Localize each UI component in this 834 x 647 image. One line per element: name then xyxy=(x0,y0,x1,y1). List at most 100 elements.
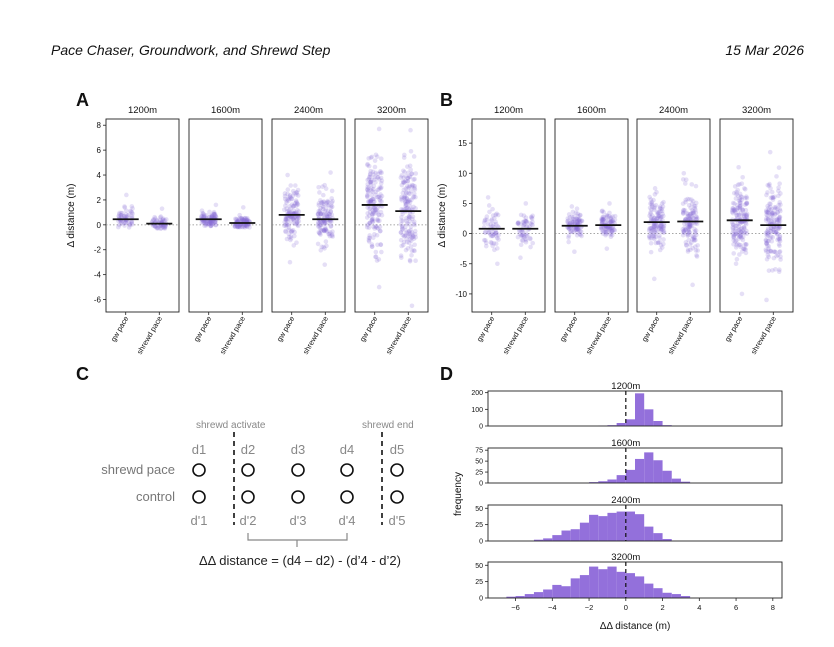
data-point-B-2-1-6 xyxy=(685,223,691,228)
data-point-A-3-1-6 xyxy=(404,206,410,211)
data-point-B-2-1-39 xyxy=(689,201,695,207)
data-point-B-3-1-110 xyxy=(776,165,782,170)
data-point-A-3-0-64 xyxy=(376,195,381,200)
data-point-A-2-1-71 xyxy=(324,229,330,234)
data-point-A-2-0-127 xyxy=(284,216,290,222)
data-point-B-0-1-48 xyxy=(519,237,525,243)
data-point-A-2-1-79 xyxy=(328,203,334,208)
data-point-A-3-1-7 xyxy=(405,200,410,205)
data-point-B-3-0-81 xyxy=(738,244,743,250)
data-point-A-3-1-105 xyxy=(409,184,415,190)
data-point-A-3-0-45 xyxy=(374,258,380,263)
data-point-A-2-0-66 xyxy=(294,215,299,220)
data-point-B-3-1-107 xyxy=(777,207,783,212)
point-label-dp5: d'5 xyxy=(389,513,406,528)
facet-frame-A-1200m xyxy=(105,118,180,313)
y-tick-label-B--10: -10 xyxy=(455,290,467,299)
data-point-B-1-1-15 xyxy=(608,234,614,239)
data-point-B-0-0-27 xyxy=(492,215,497,221)
data-point-B-3-1-108 xyxy=(769,219,774,224)
data-point-B-3-1-56 xyxy=(774,217,780,222)
data-point-A-1-1-42 xyxy=(243,222,248,228)
data-point-B-0-0-50 xyxy=(493,241,499,247)
data-point-B-3-1-122 xyxy=(775,225,781,231)
data-point-B-3-0-138 xyxy=(738,229,744,234)
data-point-B-0-1-53 xyxy=(522,218,527,223)
data-point-A-2-0-93 xyxy=(286,222,292,227)
data-point-A-0-1-1 xyxy=(159,206,165,211)
data-point-A-2-1-44 xyxy=(316,219,321,225)
data-point-B-3-0-90 xyxy=(739,235,744,241)
data-point-A-3-0-132 xyxy=(370,219,375,225)
data-point-A-0-1-53 xyxy=(157,215,163,220)
data-point-B-3-0-2 xyxy=(740,237,746,243)
data-point-B-2-1-64 xyxy=(693,214,699,220)
facet-title-A-1600m: 1600m xyxy=(211,105,240,116)
hist-frame-1200m xyxy=(487,390,783,427)
data-point-A-3-0-63 xyxy=(369,244,375,249)
data-point-A-3-1-110 xyxy=(411,221,417,227)
data-point-A-2-1-28 xyxy=(324,203,330,208)
data-point-B-3-1-46 xyxy=(763,230,769,236)
hist-bar-3200m-7 xyxy=(570,578,580,598)
data-point-A-3-1-77 xyxy=(412,248,417,254)
data-point-B-2-0-28 xyxy=(659,227,664,232)
data-point-B-2-0-30 xyxy=(650,224,656,229)
data-point-A-3-1-3 xyxy=(400,242,406,248)
data-point-A-3-1-84 xyxy=(400,211,405,217)
data-point-A-1-1-8 xyxy=(239,217,245,223)
data-point-B-1-1-44 xyxy=(600,217,606,223)
data-point-A-3-0-82 xyxy=(369,177,374,183)
data-point-B-3-0-27 xyxy=(736,198,742,203)
data-point-A-1-0-22 xyxy=(203,214,208,220)
data-point-B-2-1-7 xyxy=(695,243,700,248)
data-point-A-1-0-1 xyxy=(213,202,219,208)
data-point-A-1-0-19 xyxy=(200,220,206,225)
data-point-B-3-0-26 xyxy=(740,228,745,234)
data-point-A-2-0-31 xyxy=(296,209,302,214)
data-point-B-3-1-115 xyxy=(766,210,771,215)
data-point-B-2-1-48 xyxy=(683,217,688,222)
data-point-B-2-0-110 xyxy=(648,226,654,231)
data-point-A-3-0-110 xyxy=(368,205,373,211)
hist-bar-2400m-0 xyxy=(533,539,544,541)
data-point-A-2-0-70 xyxy=(296,215,301,220)
data-point-A-1-0-15 xyxy=(207,221,212,227)
panel-label-b: B xyxy=(440,90,453,110)
data-point-B-3-0-133 xyxy=(733,245,739,250)
data-point-B-1-1-49 xyxy=(607,226,613,232)
data-point-A-3-1-83 xyxy=(404,230,410,235)
data-point-A-2-1-40 xyxy=(324,200,329,206)
data-point-B-3-0-102 xyxy=(742,246,748,252)
data-point-B-3-1-157 xyxy=(768,228,774,234)
data-point-A-2-0-8 xyxy=(291,216,296,222)
data-point-A-2-1-72 xyxy=(329,200,335,205)
data-point-A-1-0-87 xyxy=(208,214,213,219)
data-point-A-0-1-27 xyxy=(160,224,166,229)
data-point-B-3-0-148 xyxy=(734,202,740,208)
data-point-B-1-0-79 xyxy=(565,220,571,226)
data-point-B-0-0-45 xyxy=(493,230,499,236)
data-point-B-2-0-4 xyxy=(654,229,660,234)
data-point-B-2-1-83 xyxy=(683,227,688,233)
data-point-B-1-0-37 xyxy=(575,220,580,225)
control-point-3 xyxy=(291,490,305,504)
data-point-B-3-1-113 xyxy=(775,237,780,243)
data-point-B-2-1-46 xyxy=(687,230,692,235)
hist-y-tick-label-1200m-0: 0 xyxy=(479,424,483,431)
data-point-A-2-1-129 xyxy=(324,199,330,205)
data-point-B-3-1-89 xyxy=(766,231,772,236)
data-point-B-3-1-128 xyxy=(774,219,780,224)
data-point-A-1-0-4 xyxy=(203,220,209,225)
data-point-A-1-1-21 xyxy=(241,217,246,223)
data-point-B-3-1-80 xyxy=(770,226,775,232)
data-point-A-0-0-21 xyxy=(123,220,128,225)
row-label-control: control xyxy=(136,489,175,504)
data-point-B-3-1-123 xyxy=(778,202,783,208)
data-point-B-2-1-58 xyxy=(692,238,697,243)
hist-bar-3200m-6 xyxy=(561,586,571,598)
hist-y-tick-label-3200m-50: 50 xyxy=(475,563,483,570)
data-point-A-1-0-55 xyxy=(213,222,219,228)
data-point-A-3-1-98 xyxy=(404,196,410,202)
